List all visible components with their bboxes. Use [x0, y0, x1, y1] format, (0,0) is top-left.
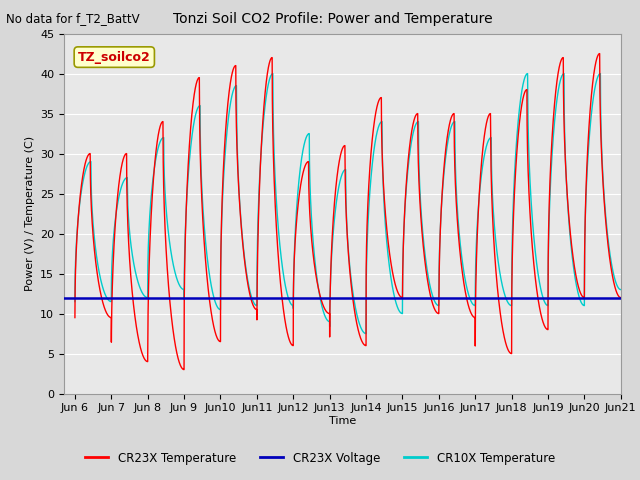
Y-axis label: Power (V) / Temperature (C): Power (V) / Temperature (C) [24, 136, 35, 291]
Legend: CR23X Temperature, CR23X Voltage, CR10X Temperature: CR23X Temperature, CR23X Voltage, CR10X … [80, 447, 560, 469]
Text: TZ_soilco2: TZ_soilco2 [78, 50, 150, 63]
X-axis label: Time: Time [329, 416, 356, 426]
Text: No data for f_T2_BattV: No data for f_T2_BattV [6, 12, 140, 25]
Text: Tonzi Soil CO2 Profile: Power and Temperature: Tonzi Soil CO2 Profile: Power and Temper… [173, 12, 493, 26]
